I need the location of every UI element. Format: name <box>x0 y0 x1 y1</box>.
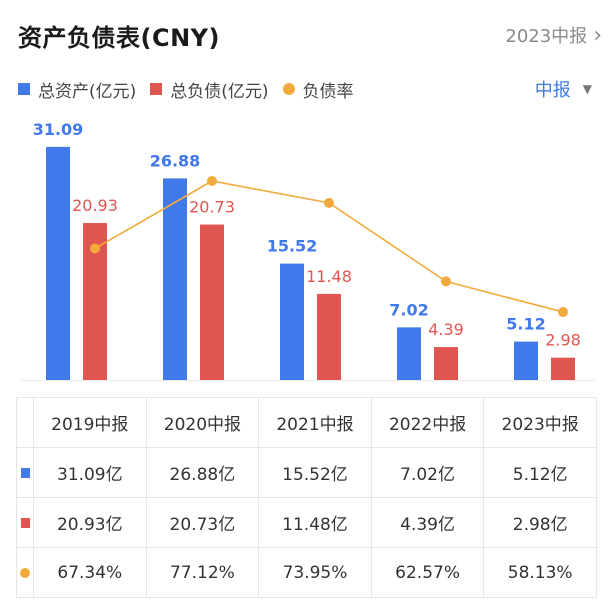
table-cell: 31.09亿 <box>33 447 147 498</box>
chevron-right-icon: › <box>593 22 602 48</box>
period-select-value: 中报 <box>534 80 571 101</box>
data-label-total-liabilities: 20.73 <box>189 198 235 217</box>
caret-down-icon: ▼ <box>582 82 592 96</box>
blue-square-icon <box>20 467 30 478</box>
card-header: 资产负债表(CNY) 2023中报 › <box>18 18 602 58</box>
bar-total-assets <box>397 327 421 380</box>
table-cell: 15.52亿 <box>258 447 372 498</box>
table-corner-cell <box>16 397 34 448</box>
table-header-cell: 2021中报 <box>258 397 372 448</box>
table-header-row: 2019中报 2020中报 2021中报 2022中报 2023中报 <box>16 397 597 448</box>
data-label-total-liabilities: 2.98 <box>545 331 581 350</box>
data-label-total-assets: 7.02 <box>389 300 428 319</box>
bar-total-liabilities <box>200 224 224 380</box>
data-label-total-assets: 5.12 <box>506 315 545 334</box>
debt-ratio-point <box>324 197 334 208</box>
table-cell: 73.95% <box>258 547 372 598</box>
data-label-total-assets: 26.88 <box>150 151 201 170</box>
table-cell: 5.12亿 <box>483 447 597 498</box>
legend-label: 总资产(亿元) <box>38 81 137 102</box>
period-select-dropdown[interactable]: 中报 ▼ <box>535 76 592 102</box>
table-cell: 4.39亿 <box>370 497 485 548</box>
row-marker-cell <box>16 547 34 598</box>
page-title: 资产负债表(CNY) <box>18 24 221 52</box>
table-header-cell: 2019中报 <box>33 397 147 448</box>
table-cell: 11.48亿 <box>258 497 372 548</box>
bar-total-assets <box>46 146 70 380</box>
bar-line-chart: 31.09 20.93 26.88 20.73 15.52 11.48 7.024.39 5.… <box>20 120 595 381</box>
data-label-total-assets: 15.52 <box>267 237 318 256</box>
table-cell: 7.02亿 <box>370 447 485 498</box>
legend-item-total-assets[interactable]: 总资产(亿元) <box>18 77 136 102</box>
debt-ratio-point <box>558 307 568 318</box>
data-label-total-liabilities: 20.93 <box>72 196 118 215</box>
table-header-cell: 2022中报 <box>370 397 485 448</box>
legend-label: 负债率 <box>302 81 354 102</box>
row-marker-cell <box>16 497 34 548</box>
data-label-total-assets: 31.09 <box>33 120 84 139</box>
table-cell: 20.73亿 <box>145 497 260 548</box>
debt-ratio-point <box>441 276 451 287</box>
table-cell: 2.98亿 <box>483 497 597 548</box>
data-label-total-liabilities: 4.39 <box>428 320 464 339</box>
bar-total-liabilities <box>551 357 575 380</box>
table-cell: 26.88亿 <box>145 447 260 498</box>
period-link[interactable]: 2023中报 › <box>505 22 602 48</box>
legend-item-debt-ratio[interactable]: 负债率 <box>282 77 354 102</box>
legend-label: 总负债(亿元) <box>170 81 269 102</box>
orange-dot-icon <box>282 83 295 95</box>
red-square-icon <box>20 517 30 528</box>
table-header-cell: 2023中报 <box>483 397 597 448</box>
data-table: 2019中报 2020中报 2021中报 2022中报 2023中报 31.09… <box>16 397 597 598</box>
table-row-debt-ratio: 67.34% 77.12% 73.95% 62.57% 58.13% <box>16 547 597 598</box>
debt-ratio-point <box>90 243 100 254</box>
period-link-label: 2023中报 <box>505 26 588 47</box>
table-cell: 67.34% <box>33 547 147 598</box>
table-row-total-liabilities: 20.93亿 20.73亿 11.48亿 4.39亿 2.98亿 <box>16 497 597 548</box>
table-header-cell: 2020中报 <box>145 397 260 448</box>
bar-total-liabilities <box>434 347 458 380</box>
table-cell: 20.93亿 <box>33 497 147 548</box>
bar-total-liabilities <box>317 293 341 380</box>
bar-total-assets <box>280 263 304 380</box>
debt-ratio-point <box>207 176 217 186</box>
legend-item-total-liabilities[interactable]: 总负债(亿元) <box>150 77 269 102</box>
red-square-icon <box>150 83 163 95</box>
blue-square-icon <box>18 83 30 95</box>
row-marker-cell <box>16 447 34 498</box>
bar-total-assets <box>514 341 538 380</box>
table-row-total-assets: 31.09亿 26.88亿 15.52亿 7.02亿 5.12亿 <box>16 447 597 498</box>
data-label-total-liabilities: 11.48 <box>306 267 352 286</box>
table-cell: 58.13% <box>483 547 597 598</box>
orange-dot-icon <box>20 567 30 578</box>
bar-total-assets <box>163 178 187 380</box>
chart-legend: 总资产(亿元) 总负债(亿元) 负债率 中报 ▼ <box>18 76 592 102</box>
table-cell: 62.57% <box>370 547 485 598</box>
table-cell: 77.12% <box>145 547 260 598</box>
